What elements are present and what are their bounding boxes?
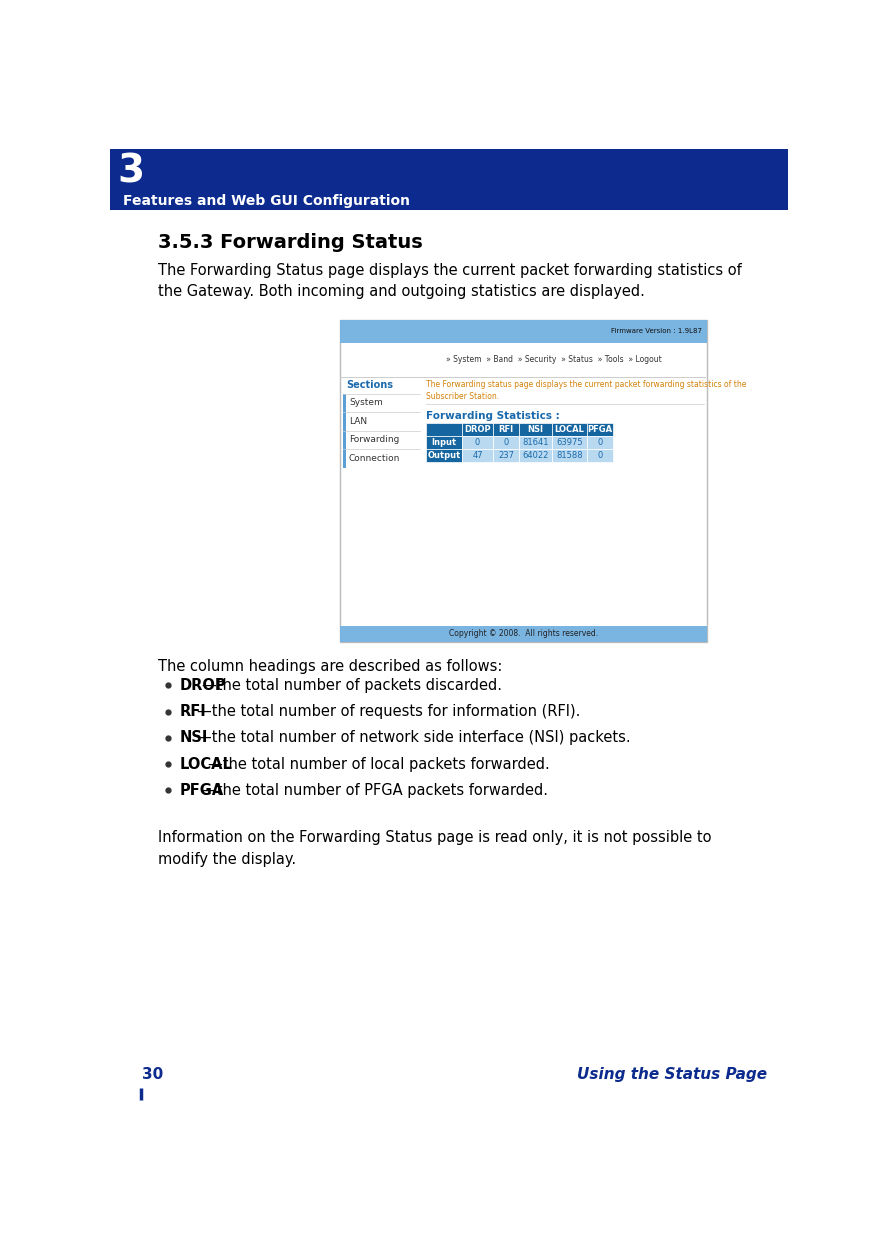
Text: 0: 0 xyxy=(475,438,480,448)
Text: Features and Web GUI Configuration: Features and Web GUI Configuration xyxy=(124,195,411,208)
FancyBboxPatch shape xyxy=(519,423,552,436)
FancyBboxPatch shape xyxy=(493,436,519,449)
Text: PFGA: PFGA xyxy=(588,425,612,434)
Text: The Forwarding status page displays the current packet forwarding statistics of : The Forwarding status page displays the … xyxy=(427,379,747,401)
Text: Information on the Forwarding Status page is read only, it is not possible to
mo: Information on the Forwarding Status pag… xyxy=(158,831,711,867)
Text: DROP: DROP xyxy=(464,425,491,434)
FancyBboxPatch shape xyxy=(343,393,346,467)
FancyBboxPatch shape xyxy=(427,436,463,449)
Text: Forwarding Statistics :: Forwarding Statistics : xyxy=(427,410,561,420)
Text: System: System xyxy=(349,398,383,408)
FancyBboxPatch shape xyxy=(427,423,463,436)
FancyBboxPatch shape xyxy=(493,423,519,436)
Text: The column headings are described as follows:: The column headings are described as fol… xyxy=(158,658,502,673)
FancyBboxPatch shape xyxy=(519,436,552,449)
Text: 63975: 63975 xyxy=(556,438,583,448)
FancyBboxPatch shape xyxy=(463,449,493,463)
Text: PFGA: PFGA xyxy=(180,782,223,797)
FancyBboxPatch shape xyxy=(340,320,707,342)
Text: 64022: 64022 xyxy=(523,451,549,460)
Text: Input: Input xyxy=(432,438,457,448)
FancyBboxPatch shape xyxy=(340,626,707,641)
Text: 0: 0 xyxy=(597,451,603,460)
FancyBboxPatch shape xyxy=(587,449,613,463)
Text: The Forwarding Status page displays the current packet forwarding statistics of
: The Forwarding Status page displays the … xyxy=(158,263,741,299)
Text: DROP: DROP xyxy=(180,678,226,693)
Text: 0: 0 xyxy=(597,438,603,448)
Text: 3: 3 xyxy=(117,153,145,191)
FancyBboxPatch shape xyxy=(463,436,493,449)
Text: RFI: RFI xyxy=(498,425,514,434)
Text: NSI: NSI xyxy=(180,730,208,745)
Text: Sections: Sections xyxy=(346,379,392,389)
Text: —the total number of packets discarded.: —the total number of packets discarded. xyxy=(202,678,503,693)
Text: LAN: LAN xyxy=(349,417,367,425)
Text: Copyright © 2008.  All rights reserved.: Copyright © 2008. All rights reserved. xyxy=(449,630,598,639)
Text: LOCAL: LOCAL xyxy=(555,425,584,434)
Text: —the total number of PFGA packets forwarded.: —the total number of PFGA packets forwar… xyxy=(202,782,548,797)
FancyBboxPatch shape xyxy=(552,436,587,449)
Text: Using the Status Page: Using the Status Page xyxy=(576,1066,766,1081)
Text: Output: Output xyxy=(427,451,461,460)
Text: 30: 30 xyxy=(142,1066,163,1081)
Text: » System  » Band  » Security  » Status  » Tools  » Logout: » System » Band » Security » Status » To… xyxy=(447,356,662,365)
Text: Connection: Connection xyxy=(349,454,400,463)
Text: Firmware Version : 1.9L87: Firmware Version : 1.9L87 xyxy=(611,329,703,335)
Text: 0: 0 xyxy=(504,438,509,448)
Text: NSI: NSI xyxy=(527,425,544,434)
FancyBboxPatch shape xyxy=(587,423,613,436)
Text: —the total number of requests for information (RFI).: —the total number of requests for inform… xyxy=(197,704,580,719)
FancyBboxPatch shape xyxy=(340,320,707,641)
Text: LOCAL: LOCAL xyxy=(180,756,232,771)
FancyBboxPatch shape xyxy=(110,149,788,211)
Text: —the total number of network side interface (NSI) packets.: —the total number of network side interf… xyxy=(197,730,631,745)
Text: 47: 47 xyxy=(472,451,483,460)
Text: —the total number of local packets forwarded.: —the total number of local packets forwa… xyxy=(208,756,550,771)
FancyBboxPatch shape xyxy=(552,423,587,436)
FancyBboxPatch shape xyxy=(463,423,493,436)
Text: 81641: 81641 xyxy=(522,438,549,448)
Text: 81588: 81588 xyxy=(556,451,583,460)
Text: Forwarding: Forwarding xyxy=(349,435,399,444)
Text: 237: 237 xyxy=(498,451,514,460)
FancyBboxPatch shape xyxy=(427,449,463,463)
FancyBboxPatch shape xyxy=(552,449,587,463)
FancyBboxPatch shape xyxy=(519,449,552,463)
FancyBboxPatch shape xyxy=(493,449,519,463)
Text: 3.5.3 Forwarding Status: 3.5.3 Forwarding Status xyxy=(158,233,422,253)
FancyBboxPatch shape xyxy=(587,436,613,449)
Text: RFI: RFI xyxy=(180,704,206,719)
